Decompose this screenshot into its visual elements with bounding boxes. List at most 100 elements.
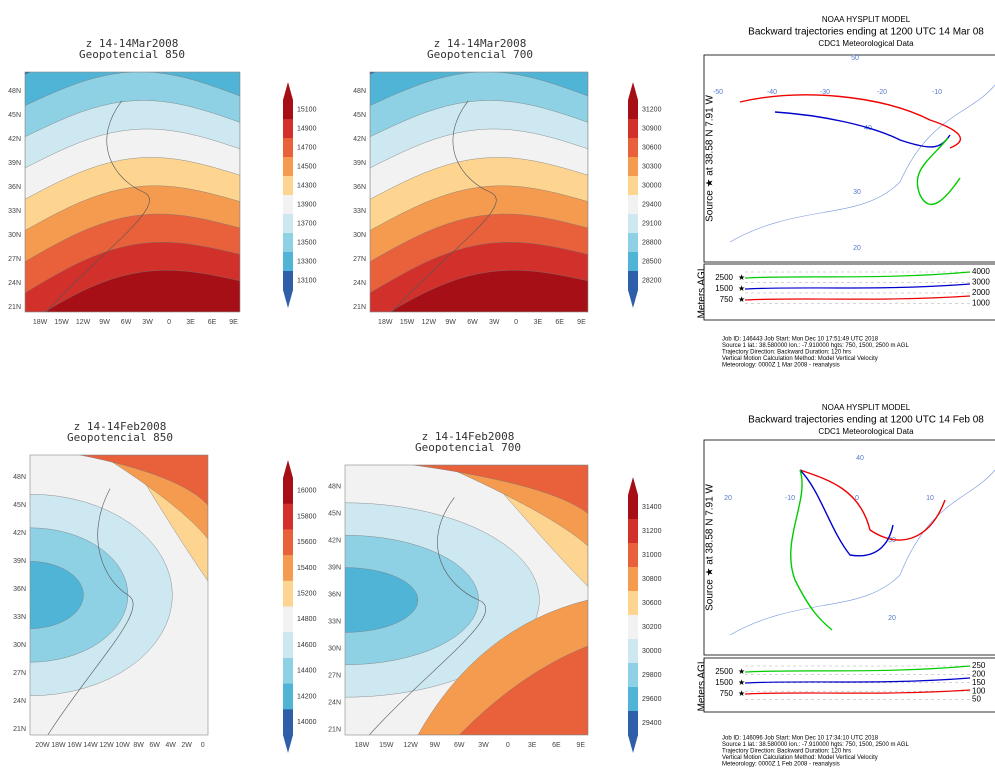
colorbar-label: 13700	[297, 220, 317, 227]
colorbar-block	[283, 632, 293, 659]
colorbar-block	[283, 555, 293, 582]
colorbar-label: 14000	[297, 719, 317, 726]
source-label: Source ★ at 38.58 N 7.91 W	[705, 95, 716, 222]
colorbar-block	[283, 580, 293, 607]
footer-line: Vertical Motion Calculation Method: Mode…	[722, 755, 878, 761]
height-label: 1500	[715, 678, 733, 687]
colorbar-block	[628, 567, 638, 592]
lon-label: 18W	[378, 319, 393, 326]
lat-label: 27N	[8, 256, 21, 263]
lon-label: 6W	[454, 742, 465, 749]
lon-label: 3E	[534, 319, 543, 326]
lat-label: 21N	[353, 304, 366, 311]
source-star: ★	[738, 667, 745, 676]
lon-label: 0	[201, 742, 205, 749]
source-star: ★	[738, 284, 745, 293]
colorbar-block	[283, 271, 293, 291]
coastline	[46, 100, 150, 312]
height-trace	[744, 283, 971, 290]
lat-label: 33N	[8, 208, 21, 215]
grid-label: -20	[877, 89, 887, 96]
lon-label: 0	[167, 319, 171, 326]
colorbar-label: 30200	[642, 624, 662, 631]
colorbar-label: 30000	[642, 648, 662, 655]
source-star: ★	[738, 678, 745, 687]
lat-label: 24N	[13, 698, 26, 705]
colorbar-label: 14900	[297, 125, 317, 132]
colorbar-label: 13300	[297, 258, 317, 265]
lat-label: 30N	[13, 642, 26, 649]
colorbar-block	[283, 683, 293, 710]
lon-label: 15W	[400, 319, 415, 326]
lat-label: 24N	[353, 280, 366, 287]
lat-label: 48N	[13, 474, 26, 481]
lon-label: 9E	[577, 319, 586, 326]
coastline	[729, 84, 995, 243]
colorbar-label: 31000	[642, 552, 662, 559]
map-title: z 14-14Mar2008	[434, 37, 527, 50]
colorbar-block	[283, 529, 293, 556]
hysplit-subtitle: Backward trajectories ending at 1200 UTC…	[748, 415, 984, 426]
colorbar-block	[283, 157, 293, 177]
height-label: 2500	[715, 273, 733, 282]
colorbar-end	[628, 82, 638, 100]
lon-label: 3W	[142, 319, 153, 326]
coastline	[391, 100, 497, 312]
colorbar-label: 14500	[297, 163, 317, 170]
lon-label: 12W	[76, 319, 91, 326]
colorbar-label: 30300	[642, 163, 662, 170]
colorbar-label: 13500	[297, 239, 317, 246]
colorbar-label: 31400	[642, 504, 662, 511]
lat-label: 48N	[328, 483, 341, 490]
lon-label: 10W	[115, 742, 130, 749]
lon-label: 9W	[445, 319, 456, 326]
lon-label: 6E	[552, 742, 561, 749]
contour-field	[370, 72, 588, 312]
height-label-right: 250	[972, 661, 986, 670]
grid-label: 20	[853, 245, 861, 252]
colorbar-block	[628, 615, 638, 640]
colorbar-label: 15800	[297, 513, 317, 520]
colorbar-label: 14600	[297, 642, 317, 649]
lon-label: 16W	[67, 742, 82, 749]
source-label: Source ★ at 38.58 N 7.91 W	[705, 484, 716, 611]
map-subtitle: Geopotencial 850	[79, 48, 185, 61]
colorbar-block	[283, 233, 293, 253]
footer-line: Source 1 lat.: 38.580000 lon.: -7.910000…	[722, 343, 909, 349]
map-title: z 14-14Mar2008	[86, 37, 179, 50]
colorbar-block	[283, 478, 293, 505]
lat-label: 42N	[353, 136, 366, 143]
colorbar-block	[628, 214, 638, 234]
footer-line: Meteorology: 0000Z 1 Mar 2008 - reanalys…	[722, 363, 840, 369]
hysplit-title: NOAA HYSPLIT MODEL	[822, 15, 911, 24]
lat-label: 24N	[328, 699, 341, 706]
colorbar-label: 28200	[642, 277, 662, 284]
colorbar-label: 14800	[297, 616, 317, 623]
coastline	[729, 469, 995, 636]
height-label-right: 2000	[972, 288, 990, 297]
colorbar-label: 29400	[642, 201, 662, 208]
grid-label: -50	[713, 89, 723, 96]
footer-line: Trajectory Direction: Backward Duration:…	[722, 350, 851, 356]
lon-label: 8W	[133, 742, 144, 749]
grid-label: -10	[785, 495, 795, 502]
colorbar-block	[628, 138, 638, 158]
lat-label: 39N	[8, 160, 21, 167]
colorbar-block	[628, 543, 638, 568]
lon-label: 12W	[422, 319, 437, 326]
lat-label: 36N	[8, 184, 21, 191]
colorbar-label: 30600	[642, 144, 662, 151]
hysplit-title: NOAA HYSPLIT MODEL	[822, 403, 911, 412]
lon-label: 4W	[165, 742, 176, 749]
colorbar-label: 28800	[642, 239, 662, 246]
colorbar-label: 30900	[642, 125, 662, 132]
lat-label: 39N	[328, 564, 341, 571]
colorbar-end	[283, 290, 293, 308]
lat-label: 39N	[353, 160, 366, 167]
lon-label: 6W	[467, 319, 478, 326]
contour-field	[25, 72, 240, 312]
grid-label: 30	[888, 537, 896, 544]
colorbar-block	[283, 195, 293, 215]
lon-label: 3W	[489, 319, 500, 326]
